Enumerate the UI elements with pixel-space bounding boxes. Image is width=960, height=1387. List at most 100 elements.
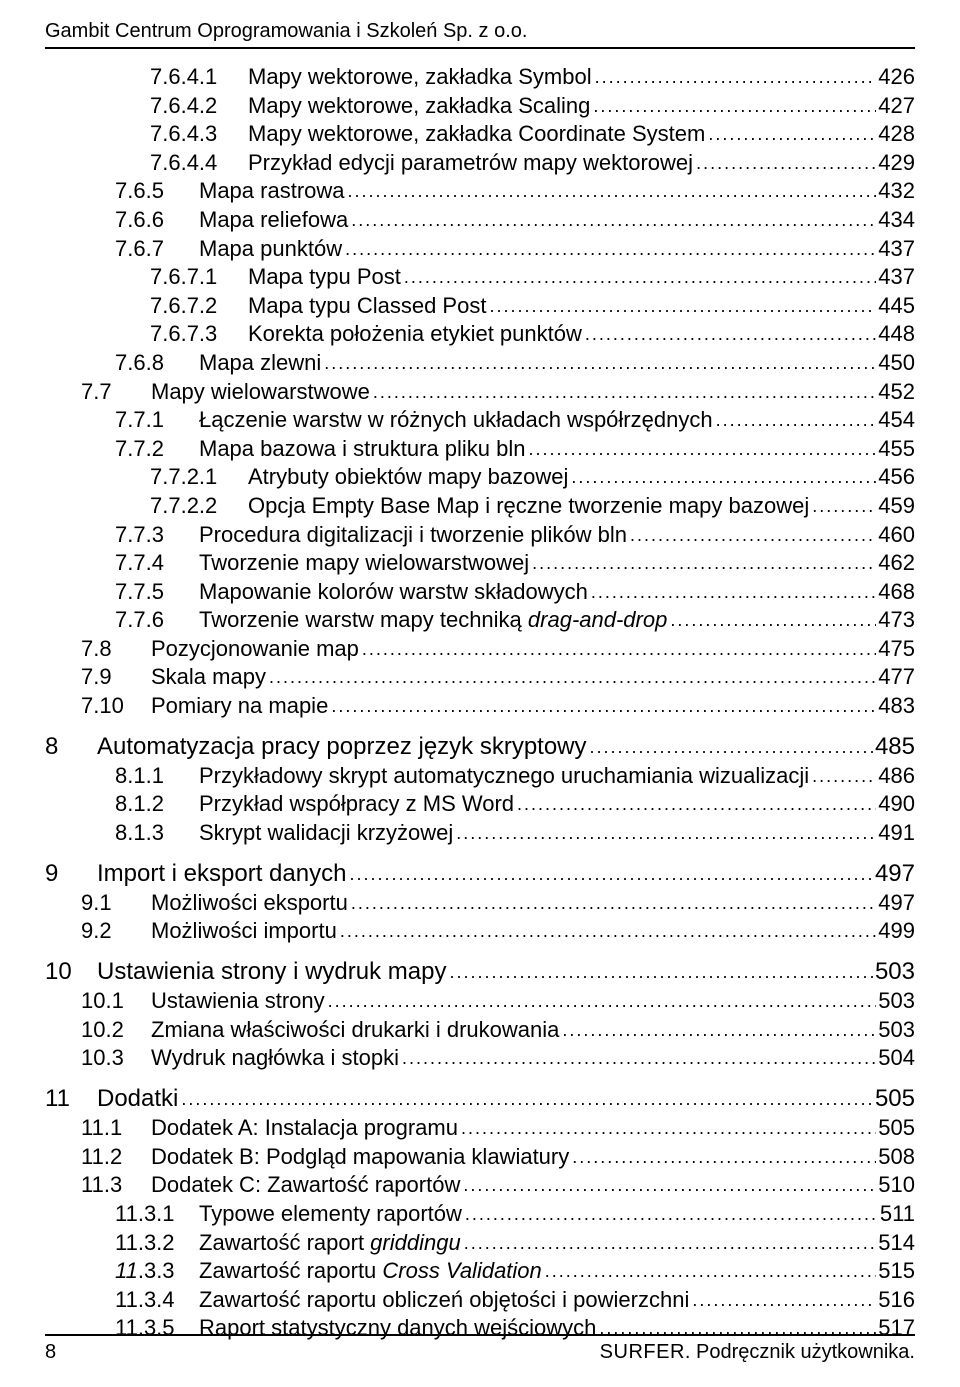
- toc-entry-page: 459: [876, 492, 915, 521]
- toc-entry-number: 8.1.2: [115, 790, 199, 819]
- toc-entry: 11.3.4Zawartość raportu obliczeń objętoś…: [45, 1286, 915, 1315]
- toc-entry-page: 505: [876, 1114, 915, 1143]
- toc-entry-page: 515: [876, 1257, 915, 1286]
- toc-dot-leader: ........................................…: [582, 323, 876, 346]
- page-header: Gambit Centrum Oprogramowania i Szkoleń …: [45, 18, 915, 49]
- toc-entry: 7.7.2Mapa bazowa i struktura pliku bln..…: [45, 435, 915, 464]
- toc-entry: 8Automatyzacja pracy poprzez język skryp…: [45, 731, 915, 762]
- toc-entry-number: 7.7: [81, 378, 151, 407]
- toc-entry-number: 10.3: [81, 1044, 151, 1073]
- toc-entry-number: 7.6.7.3: [150, 320, 248, 349]
- toc-entry-page: 462: [876, 549, 915, 578]
- toc-entry: 7.6.5Mapa rastrowa......................…: [45, 177, 915, 206]
- toc-entry: 7.6.4.3Mapy wektorowe, zakładka Coordina…: [45, 120, 915, 149]
- toc-entry-number: 7.6.4.1: [150, 63, 248, 92]
- toc-entry: 11.3.2Zawartość raport griddingu........…: [45, 1229, 915, 1258]
- toc-entry-page: 432: [876, 177, 915, 206]
- toc-entry-title: Zawartość raport griddingu: [199, 1229, 461, 1258]
- toc-dot-leader: ........................................…: [809, 495, 876, 518]
- toc-entry-page: 475: [876, 635, 915, 664]
- toc-entry-number: 7.7.1: [115, 406, 199, 435]
- toc-entry-page: 485: [873, 731, 915, 762]
- toc-entry-title: Procedura digitalizacji i tworzenie plik…: [199, 521, 627, 550]
- toc-entry-number: 10.1: [81, 987, 151, 1016]
- toc-entry: 10.1Ustawienia strony...................…: [45, 987, 915, 1016]
- toc-entry: 9Import i eksport danych................…: [45, 858, 915, 889]
- toc-dot-leader: ........................................…: [592, 66, 877, 89]
- toc-entry: 11.2Dodatek B: Podgląd mapowania klawiat…: [45, 1143, 915, 1172]
- toc-dot-leader: ........................................…: [590, 95, 876, 118]
- toc-entry-page: 503: [876, 987, 915, 1016]
- toc-entry-page: 428: [876, 120, 915, 149]
- toc-entry-title: Mapa zlewni: [199, 349, 321, 378]
- toc-entry-title: Ustawienia strony i wydruk mapy: [97, 956, 446, 987]
- toc-entry-number: 11.1: [81, 1114, 151, 1143]
- toc-entry-title: Mapy wektorowe, zakładka Symbol: [248, 63, 592, 92]
- toc-entry-number: 11.3.2: [115, 1229, 199, 1258]
- toc-dot-leader: ........................................…: [514, 793, 876, 816]
- toc-entry-title: Wydruk nagłówka i stopki: [151, 1044, 399, 1073]
- toc-dot-leader: ........................................…: [342, 238, 876, 261]
- toc-entry: 11.3.1Typowe elementy raportów..........…: [45, 1200, 915, 1229]
- toc-dot-leader: ........................................…: [399, 1047, 876, 1070]
- toc-entry-page: 426: [876, 63, 915, 92]
- toc-entry-page: 505: [873, 1083, 915, 1114]
- toc-entry-number: 11.3.4: [115, 1286, 199, 1315]
- toc-entry-title: Skrypt walidacji krzyżowej: [199, 819, 453, 848]
- toc-dot-leader: ........................................…: [453, 822, 876, 845]
- toc-dot-leader: ........................................…: [460, 1174, 876, 1197]
- toc-entry-title: Mapa punktów: [199, 235, 342, 264]
- toc-entry: 7.7Mapy wielowarstwowe..................…: [45, 378, 915, 407]
- toc-entry-number: 8.1.3: [115, 819, 199, 848]
- toc-dot-leader: ........................................…: [321, 352, 876, 375]
- toc-entry: 7.6.4.2Mapy wektorowe, zakładka Scaling.…: [45, 92, 915, 121]
- toc-entry-page: 454: [876, 406, 915, 435]
- toc-dot-leader: ........................................…: [526, 438, 877, 461]
- toc-entry-title: Przykład współpracy z MS Word: [199, 790, 514, 819]
- toc-entry: 7.7.3Procedura digitalizacji i tworzenie…: [45, 521, 915, 550]
- toc-entry-number: 7.8: [81, 635, 151, 664]
- toc-dot-leader: ........................................…: [587, 736, 873, 759]
- toc-entry-title: Tworzenie mapy wielowarstwowej: [199, 549, 529, 578]
- toc-entry-page: 503: [876, 1016, 915, 1045]
- toc-dot-leader: ........................................…: [266, 666, 876, 689]
- toc-entry-title: Możliwości importu: [151, 917, 337, 946]
- toc-entry-title: Pozycjonowanie map: [151, 635, 359, 664]
- toc-entry-title: Mapa reliefowa: [199, 206, 348, 235]
- toc-entry-page: 445: [876, 292, 915, 321]
- toc-entry-title: Dodatek A: Instalacja programu: [151, 1114, 458, 1143]
- toc-entry: 7.6.8Mapa zlewni........................…: [45, 349, 915, 378]
- toc-entry: 7.6.7Mapa punktów.......................…: [45, 235, 915, 264]
- toc-entry-number: 7.7.2.2: [150, 492, 248, 521]
- toc-entry-title: Możliwości eksportu: [151, 889, 348, 918]
- toc-entry-title: Przykład edycji parametrów mapy wektorow…: [248, 149, 693, 178]
- toc-entry-title: Mapy wektorowe, zakładka Coordinate Syst…: [248, 120, 705, 149]
- toc-dot-leader: ........................................…: [809, 765, 876, 788]
- toc-entry-title: Korekta położenia etykiet punktów: [248, 320, 582, 349]
- toc-dot-leader: ........................................…: [705, 123, 876, 146]
- toc-entry-number: 9.2: [81, 917, 151, 946]
- toc-entry-page: 490: [876, 790, 915, 819]
- page-footer: 8 SURFER. Podręcznik użytkownika.: [45, 1334, 915, 1365]
- toc-entry: 7.8Pozycjonowanie map...................…: [45, 635, 915, 664]
- toc-dot-leader: ........................................…: [693, 152, 876, 175]
- toc-dot-leader: ........................................…: [486, 295, 876, 318]
- toc-entry-number: 7.7.2: [115, 435, 199, 464]
- toc-entry-page: 511: [878, 1200, 915, 1229]
- header-company: Gambit Centrum Oprogramowania i Szkoleń …: [45, 20, 527, 42]
- toc-entry-title: Mapa typu Classed Post: [248, 292, 486, 321]
- toc-dot-leader: ........................................…: [689, 1289, 876, 1312]
- toc-entry-number: 8.1.1: [115, 762, 199, 791]
- toc-entry: 10.3Wydruk nagłówka i stopki............…: [45, 1044, 915, 1073]
- toc-entry: 7.7.2.1Atrybuty obiektów mapy bazowej...…: [45, 463, 915, 492]
- toc-entry-title: Dodatek B: Podgląd mapowania klawiatury: [151, 1143, 569, 1172]
- toc-entry-title: Mapa typu Post: [248, 263, 401, 292]
- toc-entry-number: 7.6.6: [115, 206, 199, 235]
- toc-entry-page: 499: [876, 917, 915, 946]
- toc-dot-leader: ........................................…: [346, 863, 873, 886]
- toc-entry-page: 516: [876, 1286, 915, 1315]
- toc-dot-leader: ........................................…: [627, 524, 876, 547]
- toc-dot-leader: ........................................…: [328, 695, 876, 718]
- toc-entry-page: 514: [876, 1229, 915, 1258]
- toc-entry-page: 448: [876, 320, 915, 349]
